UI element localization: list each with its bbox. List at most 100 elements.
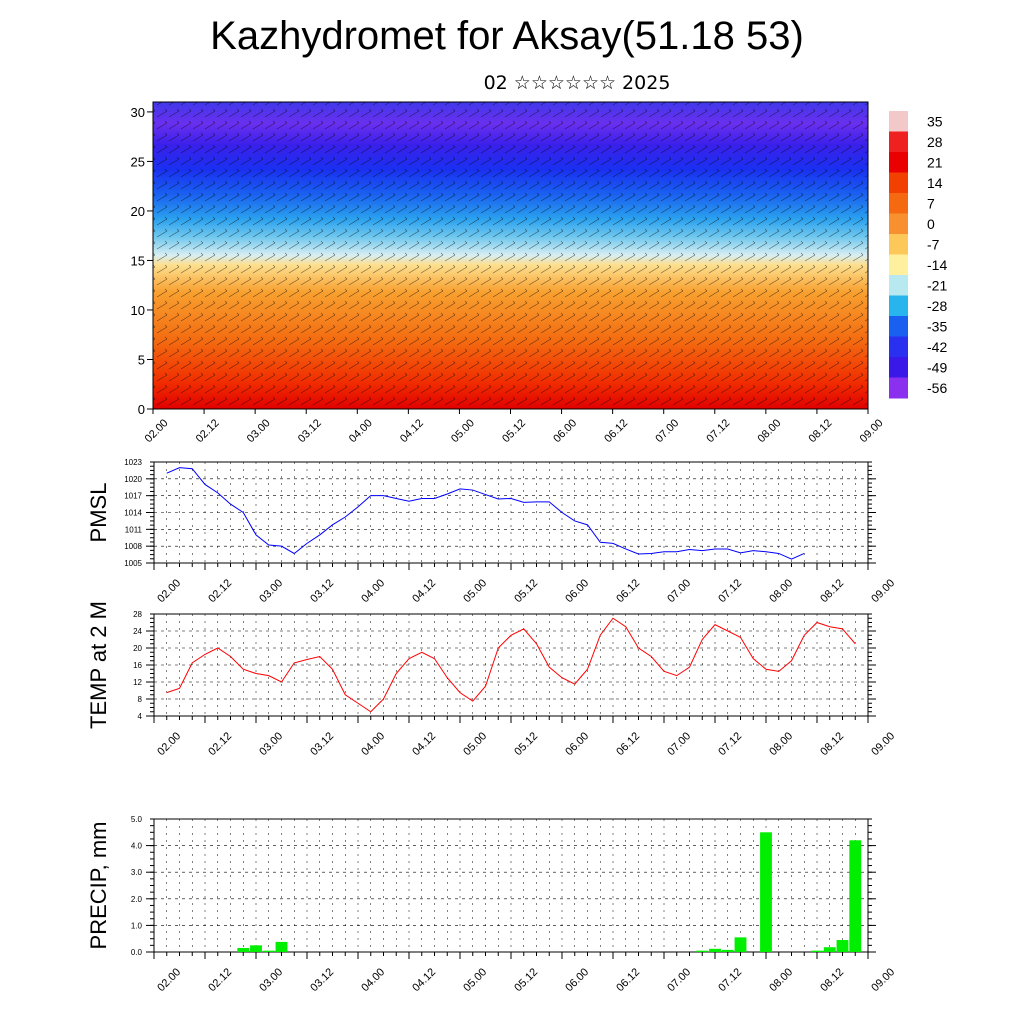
colorbar-swatch <box>889 336 908 358</box>
x-tick-label: 02.00 <box>155 577 183 605</box>
colorbar-label: -49 <box>927 359 947 375</box>
colorbar-label: 7 <box>927 195 935 211</box>
y-tick-label: 1.0 <box>131 921 143 930</box>
y-axis-label: PMSL <box>86 483 111 543</box>
x-tick-label: 03.12 <box>308 730 336 758</box>
x-tick-label: 07.12 <box>704 417 732 445</box>
y-tick-label: 4.0 <box>131 842 143 851</box>
x-tick-label: 06.12 <box>614 730 642 758</box>
colorbar-label: -35 <box>927 318 947 334</box>
precip-bar <box>849 840 862 952</box>
x-tick-label: 04.12 <box>410 577 438 605</box>
y-tick-label: 10 <box>131 303 145 318</box>
x-tick-label: 05.12 <box>512 966 540 994</box>
chart-subtitle: 02 ☆☆☆☆☆☆ 2025 <box>483 72 671 94</box>
x-tick-label: 07.12 <box>716 966 744 994</box>
colorbar-swatch <box>889 275 908 296</box>
precip-bar <box>760 832 772 952</box>
y-tick-label: 25 <box>131 154 145 169</box>
x-tick-label: 04.00 <box>359 730 387 758</box>
y-tick-label: 15 <box>131 253 145 268</box>
x-tick-label: 04.12 <box>398 417 426 445</box>
x-tick-label: 05.00 <box>449 417 477 445</box>
y-tick-label: 0.0 <box>131 948 143 957</box>
x-tick-label: 07.12 <box>716 577 744 605</box>
colorbar-label: -7 <box>927 236 940 252</box>
x-tick-label: 02.12 <box>206 966 234 994</box>
x-tick-label: 05.12 <box>512 577 540 605</box>
x-tick-label: 08.12 <box>818 966 846 994</box>
x-tick-label: 03.00 <box>257 966 285 994</box>
x-tick-label: 07.12 <box>716 730 744 758</box>
x-tick-label: 06.12 <box>614 577 642 605</box>
x-tick-label: 03.00 <box>245 417 273 445</box>
x-tick-label: 04.12 <box>410 730 438 758</box>
x-tick-label: 03.12 <box>308 966 336 994</box>
colorbar-swatch <box>889 152 908 173</box>
x-tick-label: 02.00 <box>155 966 183 994</box>
x-tick-label: 04.12 <box>410 966 438 994</box>
y-tick-label: 1017 <box>124 492 142 501</box>
x-tick-label: 02.12 <box>194 417 222 445</box>
colorbar-label: 14 <box>927 175 943 191</box>
y-tick-label: 1020 <box>124 475 142 484</box>
temp-panel: 4 8 12 16 20 24 28 02.00 02.12 03.00 03.12 04.00 04.… <box>86 601 897 758</box>
colorbar-swatch <box>889 234 908 255</box>
y-tick-label: 30 <box>131 105 145 120</box>
colorbar-label: -42 <box>927 339 947 355</box>
precip-bar <box>275 941 288 952</box>
y-tick-label: 2.0 <box>131 895 143 904</box>
x-tick-label: 05.12 <box>512 730 540 758</box>
x-tick-label: 08.12 <box>818 730 846 758</box>
colorbar-swatch <box>889 377 908 399</box>
y-tick-label: 12 <box>133 678 142 687</box>
x-tick-label: 09.00 <box>869 966 897 994</box>
x-tick-label: 07.00 <box>665 730 693 758</box>
x-tick-label: 03.12 <box>308 577 336 605</box>
x-tick-label: 06.00 <box>563 730 591 758</box>
y-tick-label: 20 <box>131 204 145 219</box>
y-tick-label: 4 <box>138 712 143 721</box>
series-line <box>166 467 805 560</box>
colorbar-label: 35 <box>927 113 943 129</box>
x-tick-label: 06.00 <box>551 417 579 445</box>
x-tick-label: 08.00 <box>767 730 795 758</box>
height-time-heatmap: 0 5 10 15 20 25 30 02.00 02.12 03.00 03.12 04.00 04.… <box>131 101 886 445</box>
chart-title: Kazhydromet for Aksay(51.18 53) <box>210 14 804 58</box>
x-tick-label: 03.00 <box>257 577 285 605</box>
colorbar-label: 21 <box>927 154 943 170</box>
x-tick-label: 07.00 <box>653 417 681 445</box>
precip-bar <box>262 950 275 952</box>
x-tick-label: 09.00 <box>858 417 886 445</box>
colorbar-swatch <box>889 111 908 132</box>
y-tick-label: 1011 <box>125 525 143 534</box>
colorbar-swatch <box>889 213 908 235</box>
y-axis-label: TEMP at 2 M <box>86 601 111 729</box>
x-tick-label: 05.00 <box>461 577 489 605</box>
colorbar-swatch <box>889 357 908 378</box>
colorbar-swatch <box>889 131 908 153</box>
x-tick-label: 08.00 <box>767 577 795 605</box>
colorbar-swatch <box>889 193 908 214</box>
x-tick-label: 02.00 <box>143 417 171 445</box>
x-tick-label: 08.00 <box>755 417 783 445</box>
pmsl-panel: 1005 1008 1011 1014 1017 1020 1023 02.00 02.12 03… <box>86 458 897 605</box>
colorbar-label: 28 <box>927 134 943 150</box>
y-axis-label: PRECIP, mm <box>86 822 111 950</box>
y-tick-label: 28 <box>133 610 142 619</box>
y-tick-label: 20 <box>133 644 142 653</box>
series-line <box>166 617 856 713</box>
y-tick-label: 5 <box>138 352 145 367</box>
x-tick-label: 08.12 <box>818 577 846 605</box>
colorbar-label: -14 <box>927 257 947 273</box>
precip-bar <box>709 948 721 952</box>
precip-bar <box>696 950 709 952</box>
y-tick-label: 1008 <box>124 542 142 551</box>
colorbar-swatch <box>889 254 908 276</box>
precip-bar <box>734 937 747 952</box>
colorbar-label: -21 <box>927 277 947 293</box>
y-tick-label: 0 <box>138 402 145 417</box>
x-tick-label: 07.00 <box>665 966 693 994</box>
x-tick-label: 06.00 <box>563 577 591 605</box>
